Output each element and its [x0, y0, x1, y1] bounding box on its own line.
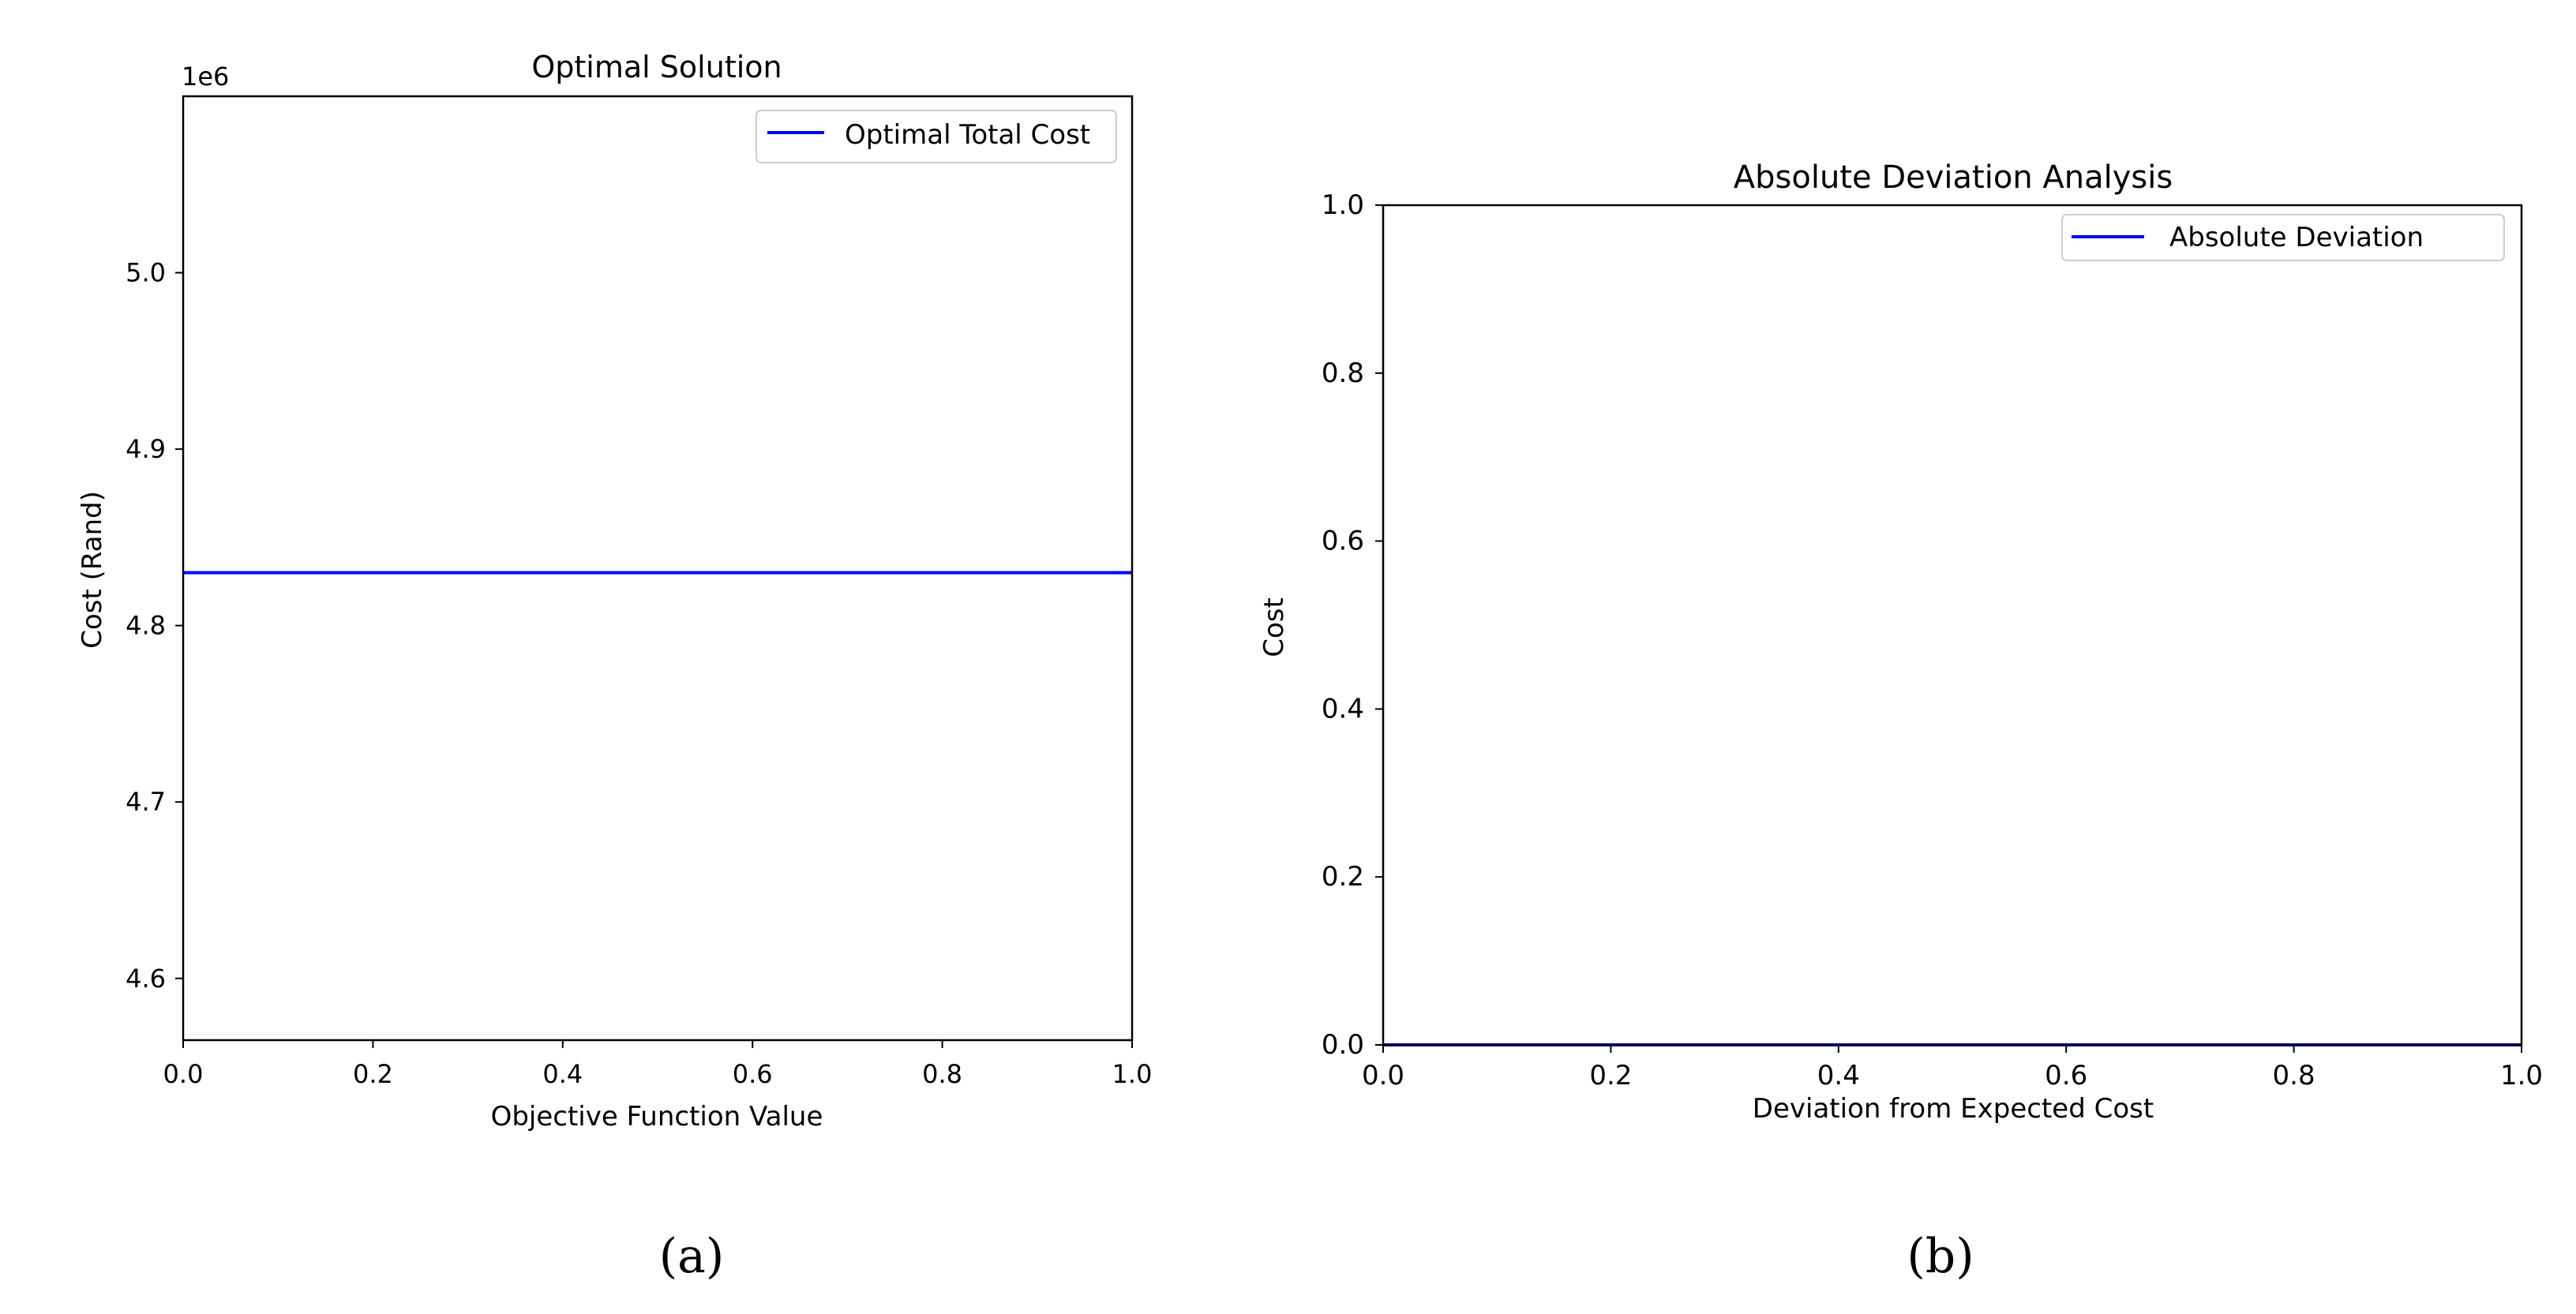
chart-a-xtick-label: 0.4 — [542, 1059, 583, 1089]
chart-a-title: Optimal Solution — [531, 50, 782, 84]
chart-b-ytick-label: 1.0 — [1322, 189, 1364, 221]
chart-a-xtick-label: 0.6 — [733, 1059, 773, 1089]
chart-b-ytick-label: 0.0 — [1322, 1029, 1364, 1061]
chart-b-ylabel: Cost — [1258, 597, 1290, 657]
chart-b-legend: Absolute Deviation — [2061, 214, 2505, 261]
chart-b-xtick-label: 0.4 — [1817, 1060, 1860, 1091]
chart-a-ytick-label: 4.6 — [126, 964, 166, 994]
chart-b-title: Absolute Deviation Analysis — [1734, 159, 2173, 196]
chart-a-legend-label: Optimal Total Cost — [845, 119, 1090, 151]
chart-a-legend: Optimal Total Cost — [756, 110, 1117, 163]
chart-b-xtick-label: 0.2 — [1589, 1060, 1632, 1091]
chart-b-xlabel: Deviation from Expected Cost — [1753, 1093, 2154, 1125]
chart-a-ytick-label: 4.9 — [126, 434, 166, 464]
chart-a-yticks: 4.6 4.7 4.8 4.9 5.0 — [126, 258, 183, 994]
chart-b-legend-label: Absolute Deviation — [2169, 222, 2424, 253]
chart-b-ytick-label: 0.8 — [1322, 358, 1364, 389]
chart-a-xlabel: Objective Function Value — [491, 1101, 823, 1132]
chart-b-plot-frame — [1382, 204, 2523, 1046]
chart-a-plot-frame — [182, 95, 1134, 1042]
chart-absolute-deviation: Absolute Deviation Analysis Deviation fr… — [1258, 159, 2543, 1125]
chart-a-xticks: 0.0 0.2 0.4 0.6 0.8 1.0 — [163, 1040, 1153, 1089]
chart-a-legend-box — [756, 110, 1117, 163]
chart-a-offset-label: 1e6 — [182, 62, 229, 92]
chart-b-xtick-label: 0.6 — [2045, 1060, 2087, 1091]
caption-a: (a) — [659, 1229, 725, 1284]
chart-b-xtick-label: 0.8 — [2273, 1060, 2315, 1091]
chart-a-xtick-label: 0.8 — [922, 1059, 962, 1089]
chart-b-xticks: 0.0 0.2 0.4 0.6 0.8 1.0 — [1362, 1045, 2543, 1091]
chart-b-ytick-label: 0.6 — [1322, 526, 1364, 557]
chart-b-yticks: 0.0 0.2 0.4 0.6 0.8 1.0 — [1322, 189, 1383, 1061]
chart-a-xtick-label: 1.0 — [1112, 1059, 1153, 1089]
chart-b-ytick-label: 0.4 — [1322, 693, 1364, 724]
chart-a-xtick-label: 0.0 — [163, 1059, 204, 1089]
chart-b-xtick-label: 0.0 — [1362, 1060, 1404, 1091]
chart-b-ytick-label: 0.2 — [1322, 861, 1364, 893]
chart-a-ytick-label: 4.7 — [126, 787, 166, 817]
chart-b-legend-box — [2061, 214, 2505, 261]
chart-optimal-solution: Optimal Solution 1e6 Objective Function … — [77, 50, 1152, 1132]
chart-a-xtick-label: 0.2 — [353, 1059, 393, 1089]
chart-a-ylabel: Cost (Rand) — [77, 491, 108, 649]
chart-b-xtick-label: 1.0 — [2500, 1060, 2543, 1091]
caption-b: (b) — [1907, 1229, 1974, 1284]
chart-a-ytick-label: 4.8 — [126, 611, 166, 641]
chart-a-ytick-label: 5.0 — [126, 258, 166, 288]
